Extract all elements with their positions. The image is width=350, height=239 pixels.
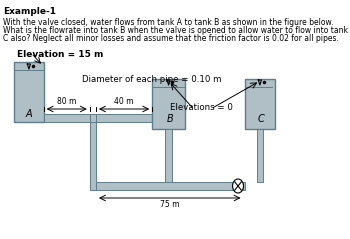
Text: B: B [167, 114, 174, 124]
Text: With the valve closed, water flows from tank A to tank B as shown in the figure : With the valve closed, water flows from … [3, 18, 334, 27]
Text: Elevation = 15 m: Elevation = 15 m [17, 50, 104, 59]
Text: C: C [258, 114, 265, 124]
FancyBboxPatch shape [166, 129, 172, 182]
Text: 80 m: 80 m [57, 97, 76, 106]
FancyBboxPatch shape [245, 79, 275, 129]
FancyBboxPatch shape [96, 114, 152, 122]
Text: 75 m: 75 m [160, 200, 180, 209]
Circle shape [232, 179, 244, 193]
Text: A: A [26, 109, 32, 119]
FancyBboxPatch shape [96, 182, 240, 190]
FancyBboxPatch shape [257, 129, 263, 182]
Text: Diameter of each pipe = 0.10 m: Diameter of each pipe = 0.10 m [82, 75, 222, 84]
Text: C also? Neglect all minor losses and assume that the friction factor is 0.02 for: C also? Neglect all minor losses and ass… [3, 34, 339, 43]
FancyBboxPatch shape [14, 62, 44, 122]
Text: Elevations = 0: Elevations = 0 [170, 103, 233, 112]
Text: 40 m: 40 m [114, 97, 134, 106]
FancyBboxPatch shape [44, 114, 90, 122]
Text: Example-1: Example-1 [3, 7, 56, 16]
FancyBboxPatch shape [90, 114, 96, 122]
FancyBboxPatch shape [244, 182, 245, 190]
FancyBboxPatch shape [152, 79, 185, 129]
FancyBboxPatch shape [90, 122, 96, 190]
Text: What is the flowrate into tank B when the valve is opened to allow water to flow: What is the flowrate into tank B when th… [3, 26, 348, 35]
